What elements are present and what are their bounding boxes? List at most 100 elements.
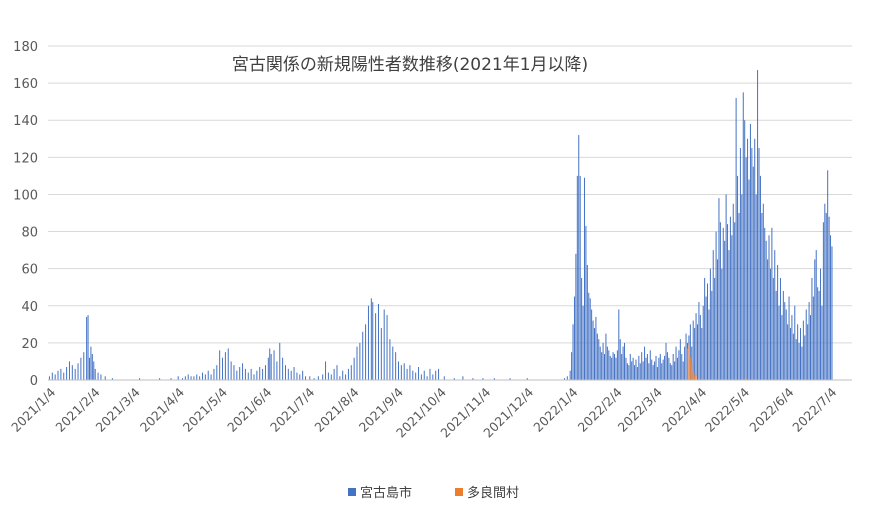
bar [704,277,706,380]
bar [685,333,687,380]
bar [629,354,631,380]
bar [591,309,593,380]
legend: 宮古島市 多良間村 [348,485,519,501]
bar [526,378,528,380]
legend-label: 宮古島市 [360,485,412,501]
bar [438,368,440,380]
bar [509,378,511,380]
bar [748,179,750,380]
bar [641,352,643,380]
bar [233,365,235,380]
bar [797,324,799,380]
bar [795,339,797,380]
bar [429,368,431,380]
bar [224,352,226,380]
bar [644,346,646,380]
bar [219,350,221,380]
bar [652,365,654,380]
bar [701,378,703,380]
bar [788,296,790,380]
bar [253,374,255,380]
series-多良間村 [686,344,747,380]
bar [432,374,434,380]
bar [345,374,347,380]
bar [409,365,411,380]
bar [712,250,714,380]
bar [443,376,445,380]
bar [765,240,767,380]
bar [347,368,349,380]
bar [309,376,311,380]
bar [330,374,332,380]
bar [719,222,721,380]
bar [807,324,809,380]
bar [87,315,89,380]
bar [370,298,372,380]
bar [655,355,657,380]
bar [668,357,670,380]
bar [418,367,420,380]
bar [375,313,377,380]
bar [242,363,244,380]
bar [628,365,630,380]
bar [299,374,301,380]
bar [269,348,271,380]
bar [86,316,88,380]
bar [659,354,661,380]
bar [207,370,209,380]
bar [769,268,771,380]
bar [313,378,315,380]
bar [715,231,717,380]
plot-area [48,70,833,381]
bar [755,194,757,380]
bar [614,354,616,380]
bar [634,365,636,380]
bar [227,348,229,380]
bar [649,350,651,380]
y-tick-label: 160 [13,77,38,92]
bar [386,315,388,380]
legend-label: 多良間村 [467,485,519,501]
bar [400,365,402,380]
bar [359,342,361,380]
bar [273,350,275,380]
bar [71,365,73,380]
y-tick-label: 0 [30,374,38,389]
bar [798,342,800,380]
bar [729,216,731,380]
y-tick-label: 120 [13,151,38,166]
bar [412,370,414,380]
bar [762,203,764,380]
gridlines [48,45,852,344]
bar [51,372,53,380]
bar [239,367,241,380]
bar [758,148,760,380]
bar [692,320,694,380]
bar [66,367,68,380]
bar [782,290,784,380]
bar [646,354,648,380]
bar [705,296,707,380]
y-axis: 0 20 40 60 80 100 120 140 160 180 [13,40,38,389]
bar [284,365,286,380]
bar [722,227,724,380]
bar [362,331,364,380]
bar [721,268,723,380]
bar [572,324,574,380]
bar [725,194,727,380]
bar [472,378,474,380]
bar [754,138,756,380]
bar [747,138,749,380]
bar [604,354,606,380]
bar [759,175,761,380]
bar [739,148,741,380]
bar [569,370,571,380]
bar [612,352,614,380]
bar [642,361,644,380]
y-tick-label: 60 [21,263,38,278]
bar [426,376,428,380]
bar [190,376,192,380]
bar [325,361,327,380]
bar [714,277,716,380]
bar [276,361,278,380]
